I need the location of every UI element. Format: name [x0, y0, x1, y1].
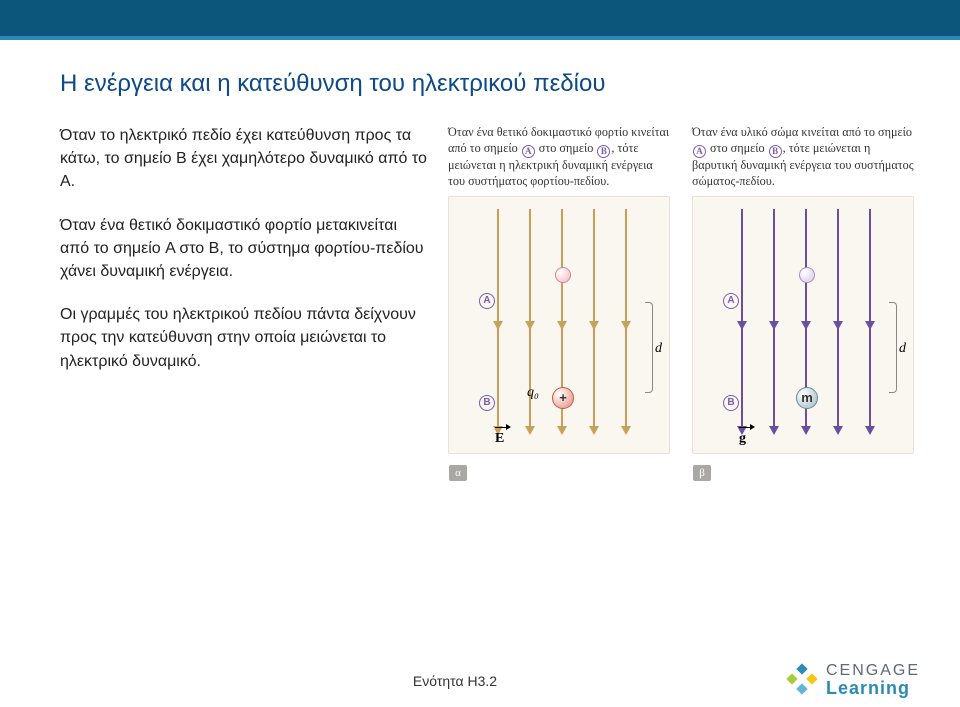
content-columns: Όταν το ηλεκτρικό πεδίο έχει κατεύθυνση …: [60, 124, 920, 454]
paragraph-1: Όταν το ηλεκτρικό πεδίο έχει κατεύθυνση …: [60, 124, 430, 194]
arrowhead-icon: [621, 321, 631, 330]
field-line: [869, 209, 871, 433]
field-line: [625, 209, 627, 433]
logo-top: CENGAGE: [826, 663, 920, 679]
figure-b-panel: β ABmdg: [692, 196, 914, 454]
arrowhead-icon: [737, 321, 747, 330]
arrowhead-icon: [525, 426, 535, 435]
field-line: [837, 209, 839, 433]
figure-b-caption: Όταν ένα υλικό σώμα κινείται από το σημε…: [692, 124, 914, 190]
logo-mark-icon: [788, 665, 818, 695]
figure-a-badge: α: [449, 465, 467, 481]
field-line: [497, 209, 499, 433]
circle-a-icon: A: [693, 145, 706, 158]
faded-charge-icon: [555, 267, 571, 283]
circle-b-icon: B: [597, 145, 610, 158]
field-line: [773, 209, 775, 433]
arrowhead-icon: [557, 321, 567, 330]
figure-a-caption: Όταν ένα θετικό δοκιμαστικό φορτίο κινεί…: [448, 124, 670, 190]
arrowhead-icon: [833, 321, 843, 330]
arrowhead-icon: [801, 321, 811, 330]
point-a-marker: A: [479, 293, 495, 309]
figure-a-panel: α AB+q₀dE: [448, 196, 670, 454]
point-b-marker: B: [479, 395, 495, 411]
logo-text: CENGAGE Learning: [826, 663, 920, 697]
field-line: [593, 209, 595, 433]
figure-b: Όταν ένα υλικό σώμα κινείται από το σημε…: [692, 124, 914, 454]
figB-cap-pre: Όταν ένα υλικό σώμα κινείται από το σημε…: [692, 125, 912, 139]
arrowhead-icon: [621, 426, 631, 435]
figB-cap-mid: στο σημείο: [707, 141, 768, 155]
arrowhead-icon: [493, 321, 503, 330]
logo-bottom: Learning: [826, 679, 920, 697]
point-a-marker: A: [723, 293, 739, 309]
arrowhead-icon: [589, 426, 599, 435]
arrowhead-icon: [769, 426, 779, 435]
arrowhead-icon: [833, 426, 843, 435]
arrowhead-icon: [557, 426, 567, 435]
faded-charge-icon: [799, 267, 815, 283]
arrowhead-icon: [589, 321, 599, 330]
charge-label: q₀: [527, 385, 539, 401]
distance-bracket: [645, 302, 653, 393]
field-vector-label: g: [739, 431, 746, 447]
charge-icon: m: [796, 387, 818, 409]
arrowhead-icon: [865, 321, 875, 330]
figure-a: Όταν ένα θετικό δοκιμαστικό φορτίο κινεί…: [448, 124, 670, 454]
circle-b-icon: B: [769, 145, 782, 158]
figA-cap-mid: στο σημείο: [536, 141, 597, 155]
unit-label: Ενότητα Η3.2: [0, 673, 910, 689]
paragraph-2: Όταν ένα θετικό δοκιμαστικό φορτίο μετακ…: [60, 214, 430, 284]
point-b-marker: B: [723, 395, 739, 411]
slide-body: Η ενέργεια και η κατεύθυνση του ηλεκτρικ…: [0, 40, 960, 707]
field-vector-label: E: [495, 431, 504, 447]
header-band: [0, 0, 960, 36]
slide-title: Η ενέργεια και η κατεύθυνση του ηλεκτρικ…: [60, 70, 920, 98]
figure-b-badge: β: [693, 465, 711, 481]
cengage-logo: CENGAGE Learning: [788, 663, 920, 697]
field-line: [741, 209, 743, 433]
arrowhead-icon: [769, 321, 779, 330]
arrowhead-icon: [525, 321, 535, 330]
arrowhead-icon: [801, 426, 811, 435]
circle-a-icon: A: [522, 145, 535, 158]
distance-label: d: [655, 341, 662, 357]
figures-row: Όταν ένα θετικό δοκιμαστικό φορτίο κινεί…: [448, 124, 914, 454]
arrowhead-icon: [865, 426, 875, 435]
distance-bracket: [889, 302, 897, 393]
paragraph-3: Οι γραμμές του ηλεκτρικού πεδίου πάντα δ…: [60, 303, 430, 373]
text-column: Όταν το ηλεκτρικό πεδίο έχει κατεύθυνση …: [60, 124, 430, 393]
distance-label: d: [899, 341, 906, 357]
charge-icon: +: [552, 387, 574, 409]
